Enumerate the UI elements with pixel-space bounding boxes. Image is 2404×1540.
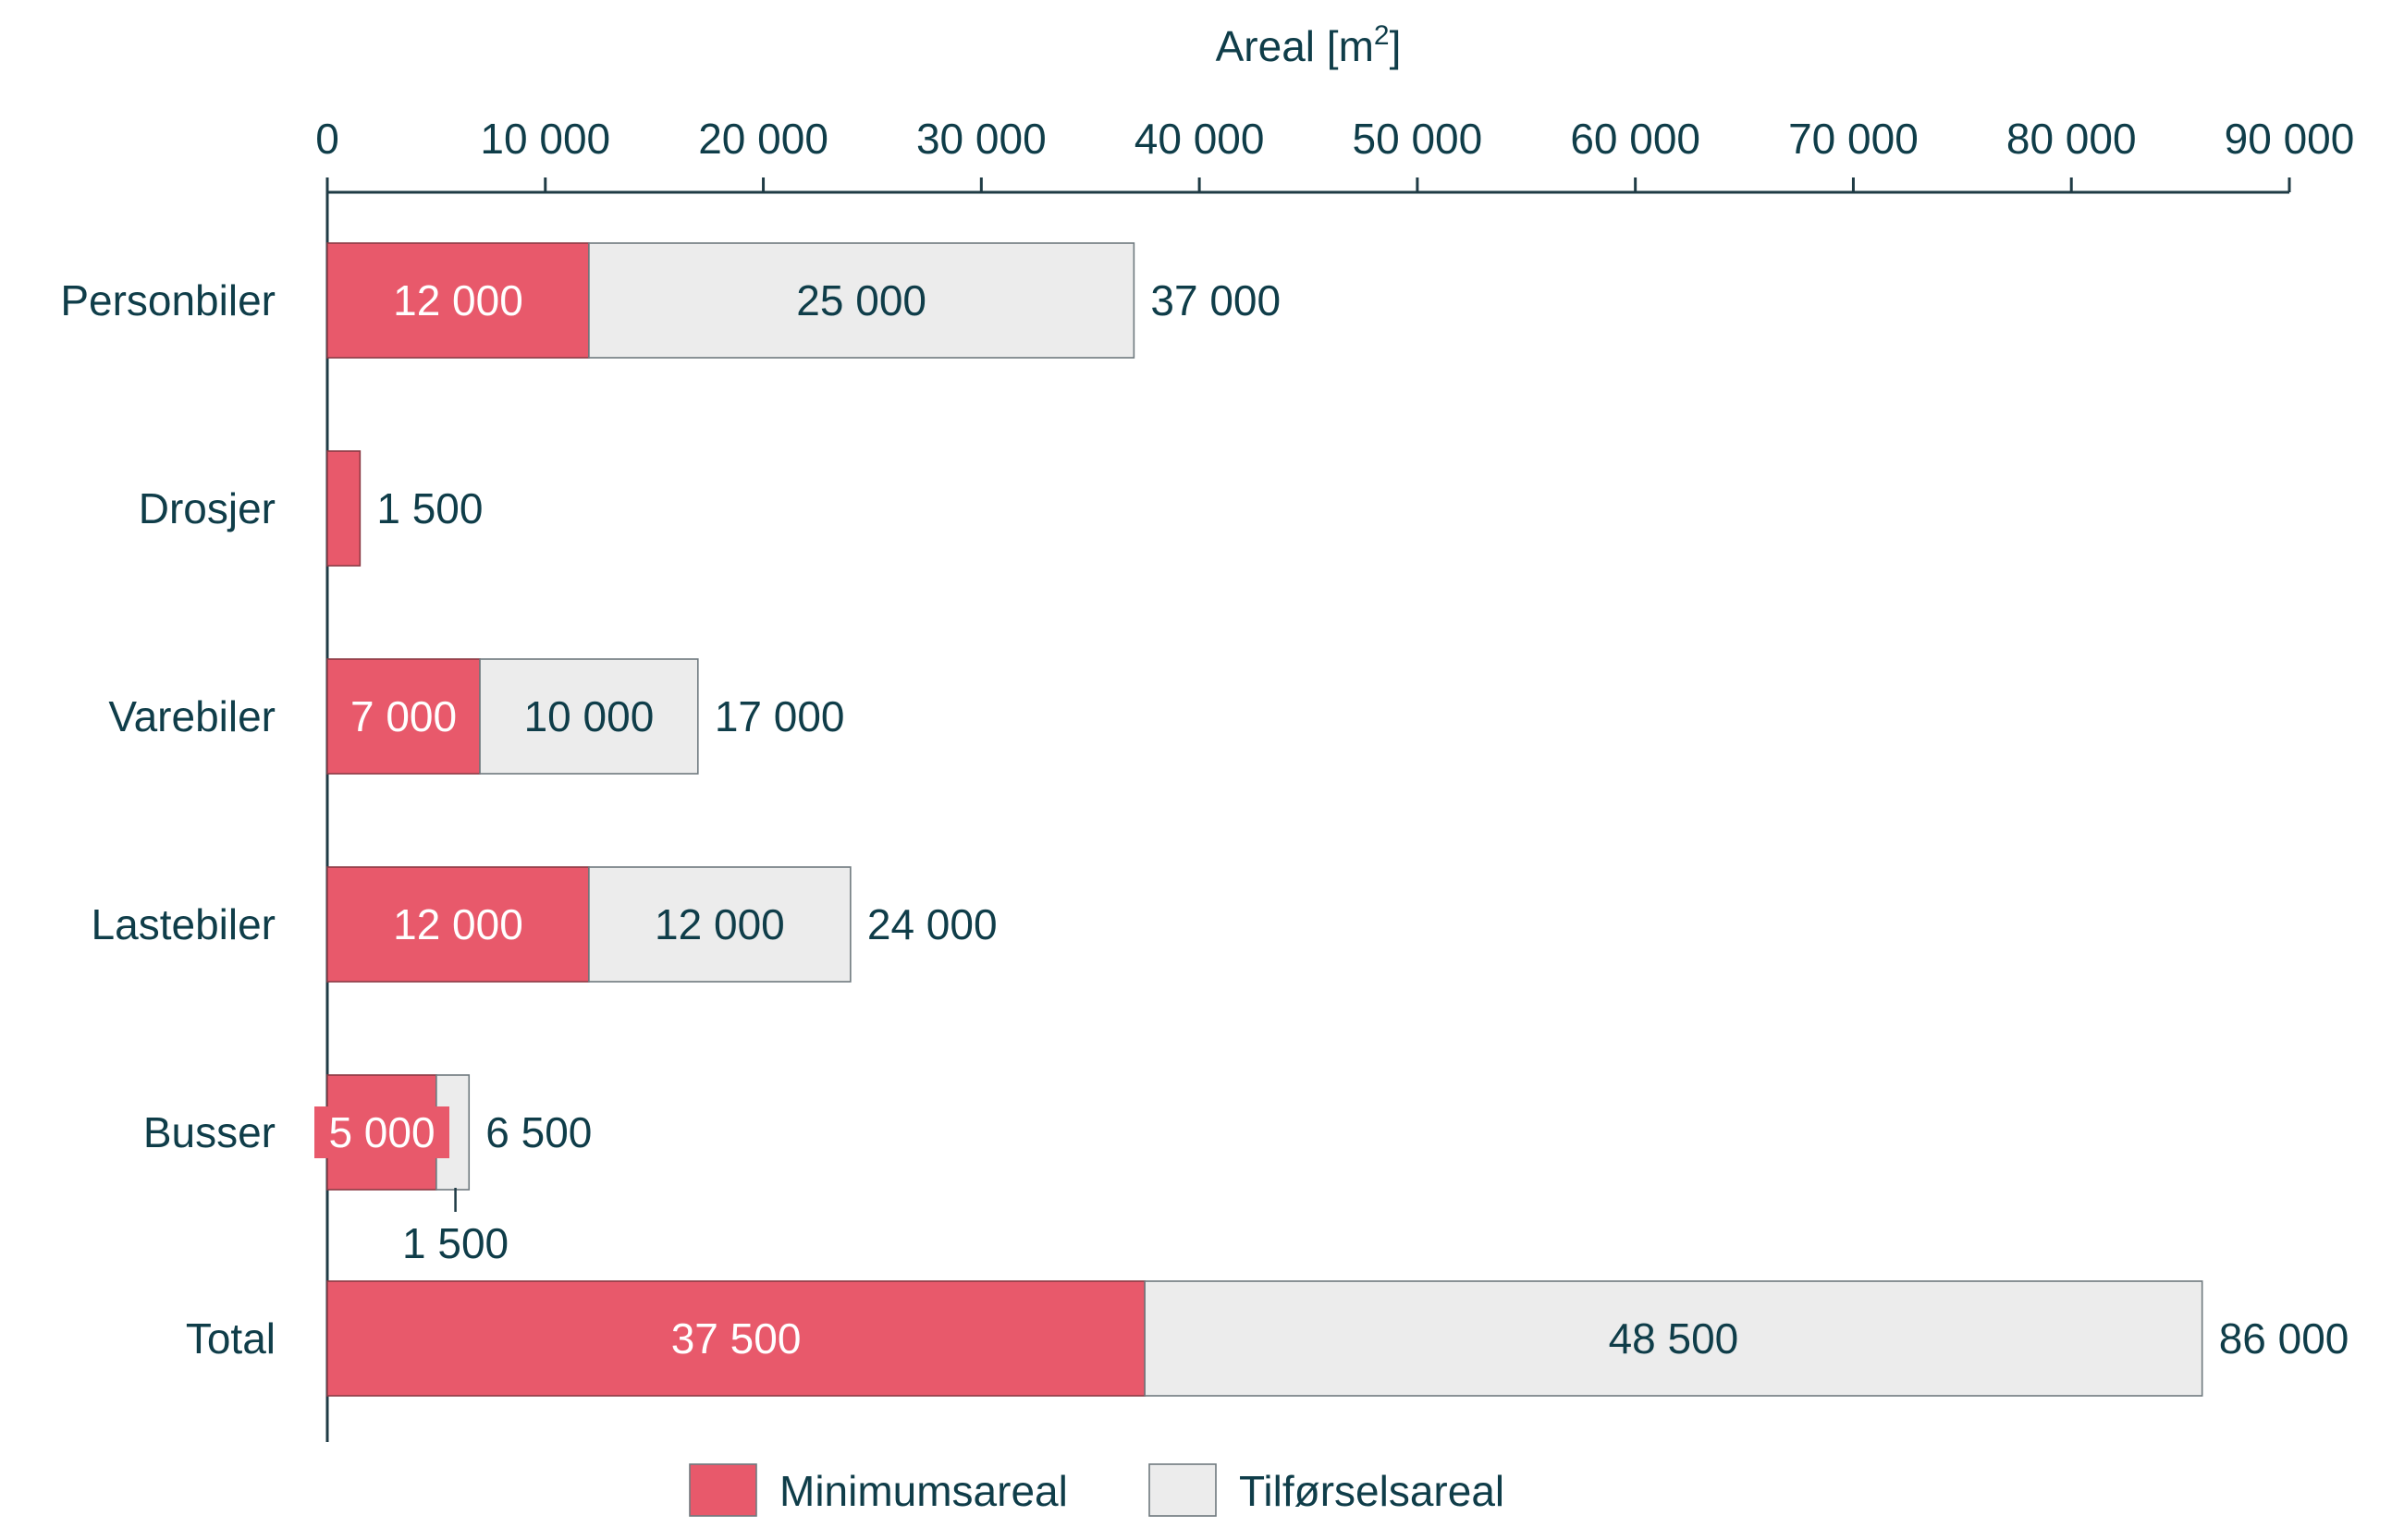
x-tick-label: 20 000: [698, 115, 828, 163]
category-label: Varebiler: [108, 692, 276, 740]
data-label-tilforselsareal: 25 000: [796, 276, 926, 324]
x-tick-label: 40 000: [1135, 115, 1265, 163]
data-label-total: 1 500: [376, 484, 483, 532]
legend-item-minimumsareal: Minimumsareal: [689, 1463, 1068, 1517]
category-label: Lastebiler: [92, 900, 276, 948]
x-axis-title: Areal [m2]: [1216, 20, 1402, 70]
category-label: Drosjer: [139, 484, 276, 532]
bar-tilforselsareal: [588, 866, 852, 983]
legend-item-tilforselsareal: Tilførselsareal: [1148, 1463, 1504, 1517]
data-label-tilforselsareal: 12 000: [655, 900, 785, 948]
legend-swatch: [1148, 1463, 1217, 1517]
bar-tilforselsareal: [1144, 1280, 2203, 1397]
x-tick-label: 30 000: [916, 115, 1047, 163]
data-label-tilforselsareal: 10 000: [524, 692, 655, 740]
data-label-tilforselsareal: 1 500: [402, 1219, 509, 1267]
x-tick-label: 80 000: [2006, 115, 2137, 163]
data-label-minimumsareal: 37 500: [671, 1314, 802, 1363]
data-label-minimumsareal: 12 000: [393, 276, 523, 324]
bar-minimumsareal: [326, 1280, 1146, 1397]
legend-label: Tilførselsareal: [1239, 1467, 1504, 1515]
data-label-total: 86 000: [2219, 1314, 2349, 1363]
category-label: Total: [186, 1314, 276, 1363]
category-label: Personbiler: [60, 276, 276, 324]
bar-minimumsareal: [326, 242, 590, 359]
data-label-tilforselsareal: 48 500: [1609, 1314, 1739, 1363]
x-tick-label: 90 000: [2225, 115, 2355, 163]
data-label-backing: [314, 1106, 449, 1158]
bar-minimumsareal: [326, 658, 481, 775]
x-tick-label: 70 000: [1788, 115, 1919, 163]
legend-label: Minimumsareal: [779, 1467, 1068, 1515]
legend-swatch: [689, 1463, 757, 1517]
x-tick-label: 0: [315, 115, 339, 163]
bar-minimumsareal: [326, 450, 362, 567]
x-tick-label: 60 000: [1570, 115, 1700, 163]
data-label-minimumsareal: 7 000: [350, 692, 457, 740]
data-label-minimumsareal: 5 000: [328, 1108, 435, 1156]
bar-minimumsareal: [326, 866, 590, 983]
x-tick-label: 50 000: [1353, 115, 1483, 163]
data-label-total: 37 000: [1150, 276, 1281, 324]
data-label-total: 17 000: [715, 692, 845, 740]
bar-tilforselsareal: [588, 242, 1135, 359]
data-label-total: 6 500: [485, 1108, 592, 1156]
bar-tilforselsareal: [479, 658, 699, 775]
category-label: Busser: [143, 1108, 276, 1156]
data-label-total: 24 000: [867, 900, 998, 948]
data-label-minimumsareal: 12 000: [393, 900, 523, 948]
x-tick-label: 10 000: [480, 115, 610, 163]
